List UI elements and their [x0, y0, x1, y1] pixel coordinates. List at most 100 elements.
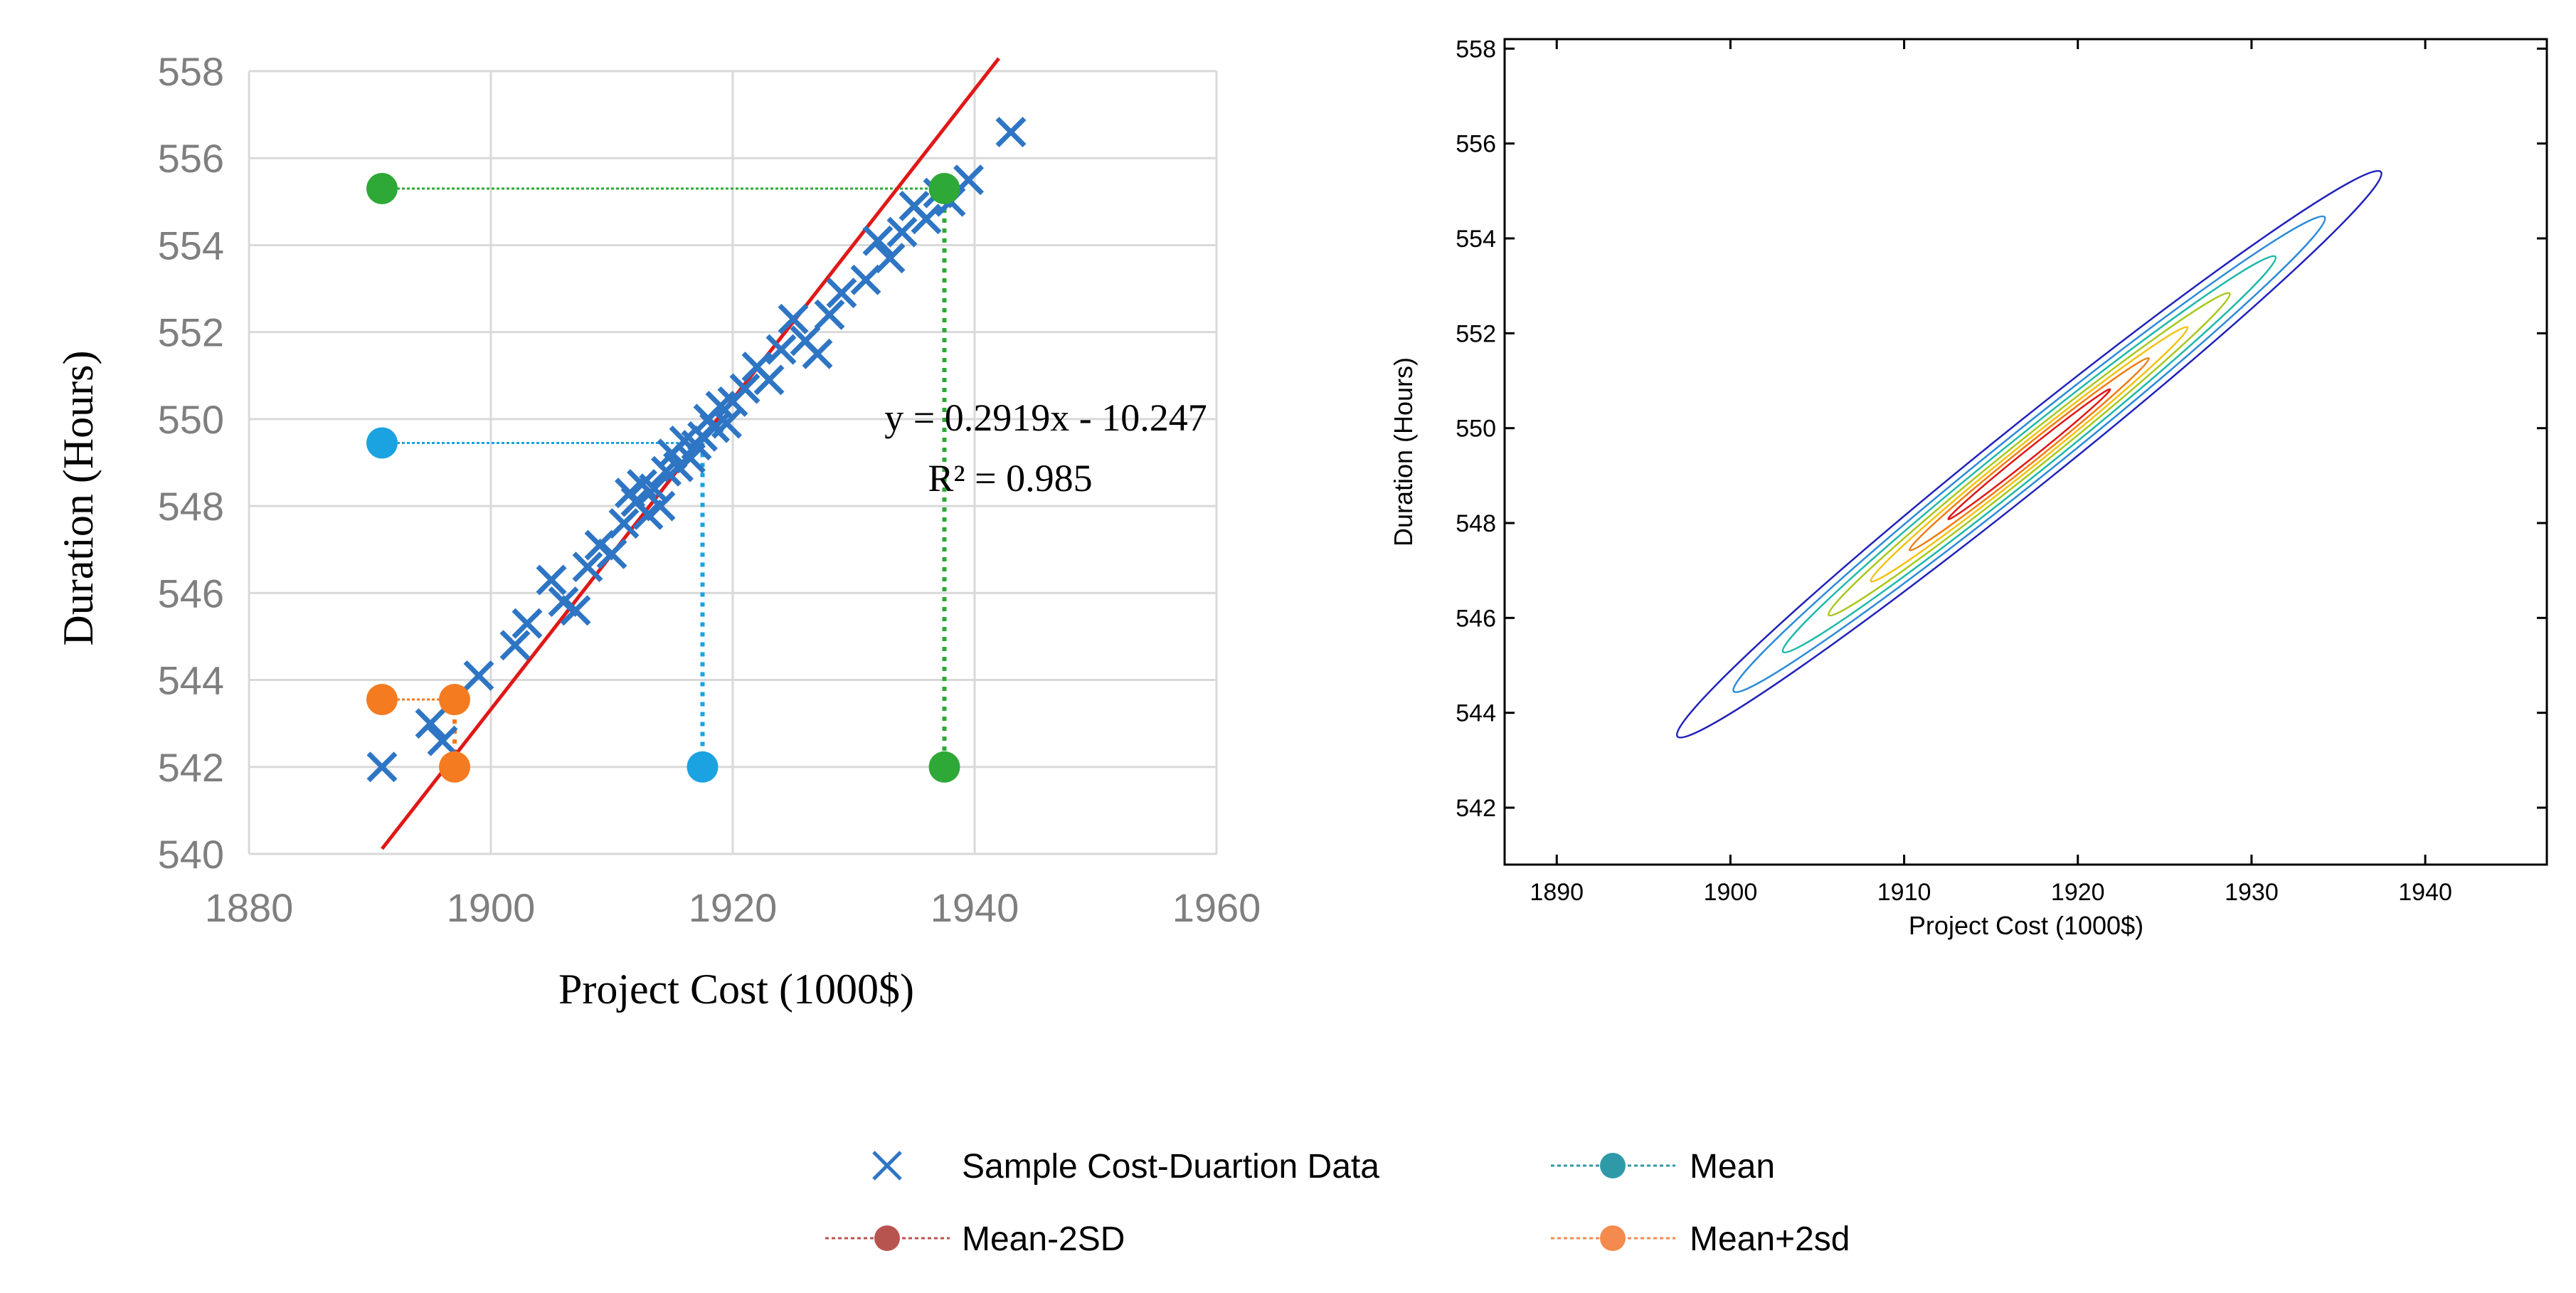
contour-level	[1827, 292, 2231, 617]
x-marker-icon	[872, 1151, 902, 1181]
x-stroke	[711, 408, 742, 439]
data-point-x	[608, 508, 640, 539]
y-tick-label: 548	[158, 484, 224, 529]
data-point-x	[711, 408, 742, 439]
x-tick-label: 1880	[205, 885, 294, 930]
x-stroke	[814, 299, 845, 330]
tick-labels: 1890 1900 1910 1920 1930 1940 542 544 546 548 550 5…	[1456, 36, 2547, 906]
circle-marker-icon	[1600, 1225, 1626, 1251]
x-stroke	[826, 278, 857, 309]
contour-lines	[1675, 169, 2382, 739]
data-point-x	[850, 264, 881, 295]
data-point-x	[463, 660, 494, 691]
x-stroke	[512, 608, 543, 639]
data-point-x	[753, 364, 785, 396]
data-point-x	[729, 373, 760, 404]
summary-point	[928, 173, 960, 204]
x-stroke	[995, 117, 1027, 148]
legend-item-mean: Mean	[1551, 1148, 1775, 1186]
contour-level	[1870, 326, 2189, 583]
x-tick-label: 1900	[447, 885, 536, 930]
contour-chart: 1890 1900 1910 1920 1930 1940 542 544 546 548 550 5…	[1389, 36, 2548, 940]
legend-item-sample: Sample Cost-Duartion Data	[872, 1148, 1379, 1186]
y-tick-label: 548	[1456, 510, 1496, 537]
summary-point	[687, 751, 719, 783]
x-stroke	[729, 373, 760, 404]
x-stroke	[862, 225, 894, 256]
y-tick-label: 540	[158, 832, 224, 877]
summary-point	[439, 684, 470, 716]
data-point-x	[995, 117, 1027, 148]
x-stroke	[499, 630, 531, 661]
x-tick-label: 1920	[2051, 879, 2105, 906]
data-point-x	[427, 725, 458, 756]
y-tick-label: 544	[1456, 700, 1496, 727]
x-tick-label: 1940	[2398, 879, 2452, 906]
y-tick-label: 552	[1456, 320, 1496, 347]
data-point-x	[415, 708, 446, 739]
y-tick-label: 544	[158, 658, 224, 703]
y-tick-label: 556	[158, 136, 224, 181]
x-stroke	[608, 508, 640, 539]
x-stroke	[778, 303, 809, 334]
x-tick-label: 1960	[1172, 885, 1261, 930]
contour-level	[1732, 215, 2326, 693]
x-stroke	[911, 204, 942, 235]
x-stroke	[627, 469, 657, 500]
summary-points	[366, 173, 960, 783]
x-stroke	[463, 660, 494, 691]
data-point-x	[874, 243, 906, 274]
data-point-x	[645, 490, 676, 522]
data-point-x	[499, 630, 531, 661]
x-tick-label: 1930	[2225, 879, 2279, 906]
data-point-x	[778, 303, 809, 334]
y-tick-label: 542	[158, 745, 224, 790]
x-stroke	[874, 243, 906, 274]
plot-frame	[1503, 38, 2548, 866]
x-stroke	[886, 216, 918, 248]
data-point-x	[765, 334, 797, 365]
y-tick-label: 556	[1456, 131, 1496, 158]
y-tick-label: 558	[158, 49, 224, 94]
x-stroke	[645, 490, 676, 522]
x-stroke	[872, 1151, 902, 1181]
y-axis-label: Duration (Hours)	[1389, 357, 1418, 547]
y-tick-label: 558	[1456, 36, 1496, 63]
y-tick-label: 552	[158, 310, 224, 355]
x-stroke	[669, 425, 700, 456]
data-point-x	[596, 538, 627, 569]
legend-item-mean-plus-2sd: Mean+2sd	[1551, 1220, 1850, 1258]
x-stroke	[536, 564, 567, 596]
x-stroke	[572, 551, 603, 583]
x-stroke	[366, 751, 398, 783]
legend-label: Sample Cost-Duartion Data	[962, 1148, 1379, 1186]
x-stroke	[639, 473, 669, 505]
circle-marker-icon	[1600, 1153, 1626, 1178]
legend-label: Mean-2SD	[962, 1220, 1125, 1258]
tick-labels: 540 542 544 546 548 550 552 554 556 558 1880 1900 19…	[158, 49, 1261, 930]
legend-label: Mean+2sd	[1690, 1220, 1850, 1258]
x-stroke	[765, 334, 797, 365]
y-axis-label: Duration (Hours)	[55, 351, 102, 646]
data-point-x	[911, 204, 942, 235]
summary-point	[366, 684, 398, 716]
data-point-x	[512, 608, 543, 639]
legend: Sample Cost-Duartion Data Mean Mean-2SD …	[825, 1148, 1850, 1258]
data-point-x	[560, 595, 591, 626]
data-point-x	[536, 564, 567, 596]
x-stroke	[415, 708, 446, 739]
x-stroke	[850, 264, 881, 295]
y-tick-label: 550	[1456, 416, 1496, 443]
legend-label: Mean	[1690, 1148, 1775, 1186]
contour-level	[1908, 357, 2150, 551]
data-point-x	[826, 278, 857, 309]
x-stroke	[802, 338, 833, 369]
x-tick-label: 1910	[1877, 879, 1931, 906]
y-tick-label: 550	[158, 397, 224, 442]
scatter-chart: 540 542 544 546 548 550 552 554 556 558 1880 1900 19…	[55, 49, 1261, 1013]
contour-level	[1947, 388, 2111, 520]
y-tick-label: 554	[158, 223, 224, 268]
data-point-x	[814, 299, 845, 330]
circle-marker-icon	[874, 1225, 900, 1251]
